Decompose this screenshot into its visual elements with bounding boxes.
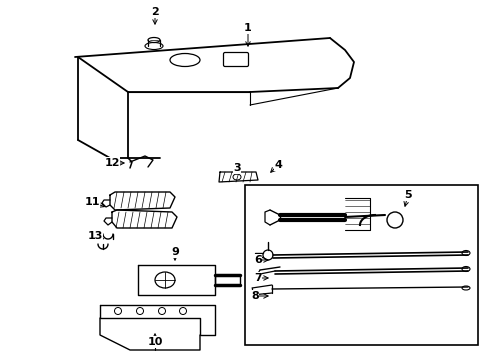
Text: 9: 9 <box>171 247 179 257</box>
Text: 10: 10 <box>147 337 163 347</box>
Text: 11: 11 <box>84 197 100 207</box>
Text: 4: 4 <box>273 160 282 170</box>
Text: 2: 2 <box>151 7 159 17</box>
Bar <box>244 185 477 345</box>
Text: 12: 12 <box>104 158 120 168</box>
Text: 1: 1 <box>244 23 251 33</box>
Text: 3: 3 <box>233 163 240 173</box>
Text: 7: 7 <box>254 273 262 283</box>
Text: 8: 8 <box>251 291 258 301</box>
Text: 13: 13 <box>87 231 102 241</box>
Text: 5: 5 <box>404 190 411 200</box>
Ellipse shape <box>148 37 160 42</box>
Text: 6: 6 <box>254 255 262 265</box>
